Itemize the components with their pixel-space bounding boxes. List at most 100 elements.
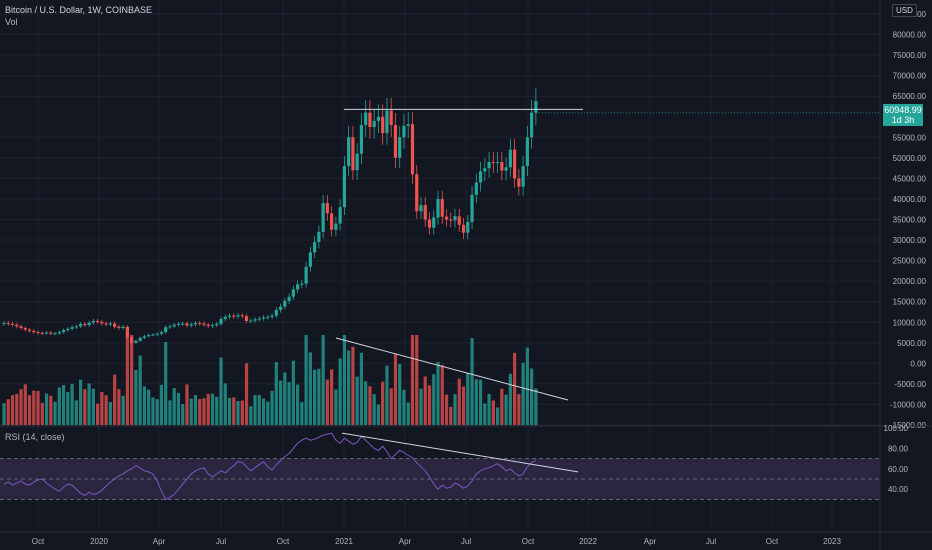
volume-bar [172, 388, 176, 425]
candle-body [193, 323, 198, 325]
candle-body [270, 315, 274, 317]
volume-bar [372, 394, 376, 425]
candle-body [66, 328, 70, 331]
volume-bar [261, 398, 266, 425]
candle-body [308, 252, 312, 267]
candle-body [44, 332, 49, 334]
volume-bar [321, 335, 325, 425]
volume-bar [342, 335, 346, 425]
volume-bar [513, 352, 517, 425]
price-axis-label: 80000.00 [893, 31, 927, 40]
candle-body [304, 266, 308, 284]
rsi-axis-label: 60.00 [888, 465, 909, 474]
volume-label: Vol [5, 17, 18, 27]
volume-bar [423, 376, 427, 425]
candle-body [74, 326, 78, 328]
volume-bar [2, 403, 6, 425]
volume-bar [359, 352, 364, 425]
candle-body [96, 321, 100, 323]
volume-bar [278, 380, 283, 425]
candle-body [534, 101, 538, 113]
candle-body [91, 321, 95, 323]
candle-body [202, 323, 206, 325]
volume-bar [257, 394, 261, 425]
volume-bar [410, 335, 415, 425]
rsi-band [0, 458, 880, 500]
candle-body [70, 327, 74, 329]
volume-bar [402, 389, 406, 425]
candle-body [40, 332, 44, 334]
volume-bar [138, 355, 142, 425]
volume-bar [66, 391, 70, 425]
time-axis-label: Oct [277, 537, 290, 546]
candle-body [274, 309, 278, 316]
candle-body [487, 161, 491, 169]
volume-bar [300, 402, 304, 425]
candle-body [521, 166, 525, 187]
candle-body [266, 316, 270, 318]
candle-body [117, 326, 121, 329]
volume-bar [313, 369, 317, 425]
volume-bar [347, 350, 351, 425]
volume-bar [398, 364, 402, 425]
time-axis-label: Oct [766, 537, 779, 546]
price-axis-label: 0.00 [910, 359, 926, 368]
volume-bar [236, 401, 240, 425]
volume-bar [351, 346, 355, 425]
volume-bar [185, 384, 189, 425]
volume-bar [389, 388, 393, 425]
volume-bar [78, 379, 83, 425]
volume-bar [338, 358, 342, 425]
candle-body [325, 203, 329, 214]
volume-bar [432, 374, 436, 425]
candle-body [113, 323, 117, 327]
candle-body [61, 330, 66, 333]
price-badge-countdown: 1d 3h [891, 115, 915, 125]
volume-bar [83, 389, 87, 425]
volume-bar [223, 383, 227, 425]
candle-body [406, 124, 410, 126]
candle-body [525, 137, 529, 167]
volume-bar [96, 403, 100, 425]
price-axis-label: 75000.00 [893, 51, 927, 60]
volume-bar [406, 402, 410, 425]
volume-bar [325, 379, 329, 425]
candle-body [300, 283, 304, 285]
candle-body [338, 207, 342, 224]
volume-bar [504, 394, 508, 425]
volume-bar [142, 386, 147, 425]
volume-bar [91, 388, 95, 425]
volume-bar [32, 390, 36, 425]
volume-bar [534, 388, 538, 425]
time-axis-label: Apr [153, 537, 166, 546]
rsi-label: RSI (14, close) [5, 432, 65, 442]
volume-bar [487, 394, 491, 425]
volume-bar [308, 352, 312, 425]
rsi-line [3, 432, 537, 501]
volume-bar [198, 399, 202, 425]
volume-bar [202, 398, 206, 425]
candle-body [376, 116, 381, 121]
candle-body [385, 110, 389, 134]
candle-body [57, 332, 61, 334]
volume-bar [117, 389, 121, 425]
candle-body [449, 219, 453, 221]
candle-body [427, 219, 432, 228]
candle-body [295, 284, 300, 290]
volume-bar [168, 400, 172, 425]
volume-bar [108, 402, 112, 425]
currency-button[interactable]: USD [892, 4, 917, 17]
candle-body [236, 315, 240, 317]
volume-bar [74, 400, 78, 425]
candle-body [466, 221, 470, 233]
volume-bar [61, 385, 66, 425]
candle-body [517, 178, 521, 187]
volume-bar [274, 362, 278, 425]
volume-bar [44, 393, 49, 425]
time-axis-label: Jul [706, 537, 716, 546]
candle-body [223, 316, 227, 319]
time-axis-label: 2023 [823, 537, 841, 546]
volume-bar [113, 374, 117, 425]
candle-body [253, 319, 257, 321]
